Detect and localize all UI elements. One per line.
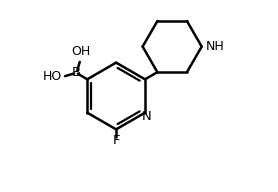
Text: N: N — [142, 110, 152, 123]
Text: B: B — [71, 66, 81, 79]
Text: F: F — [112, 134, 120, 147]
Text: OH: OH — [71, 45, 90, 58]
Text: HO: HO — [43, 70, 62, 83]
Text: NH: NH — [206, 40, 225, 53]
